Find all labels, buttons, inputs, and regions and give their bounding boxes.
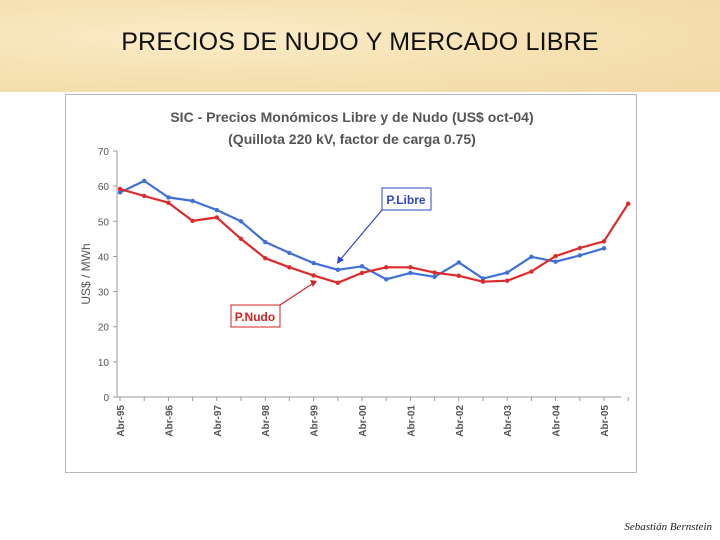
- title-band: [0, 0, 720, 92]
- data-point-plibre: [553, 259, 558, 264]
- x-tick-label: Abr-96: [164, 405, 175, 437]
- data-point-plibre: [432, 274, 437, 280]
- data-point-plibre: [577, 253, 582, 258]
- series-line-pnudo: [119, 187, 630, 284]
- data-point-plibre: [190, 198, 195, 204]
- x-tick-label: Abr-02: [455, 405, 466, 437]
- data-point-plibre: [408, 270, 413, 276]
- data-point-pnudo: [505, 278, 510, 283]
- x-tick-label: Abr-97: [213, 405, 224, 437]
- data-point-pnudo: [432, 270, 437, 275]
- p-libre-callout-label: P.Libre: [386, 193, 425, 207]
- data-point-pnudo: [553, 253, 558, 259]
- data-point-plibre: [287, 250, 292, 256]
- x-tick-label: Abr-03: [503, 405, 514, 437]
- y-tick-label: 70: [98, 147, 110, 158]
- p-nudo-arrow: [279, 283, 313, 306]
- y-tick-label: 10: [98, 358, 110, 369]
- p-libre-arrow: [339, 209, 383, 261]
- y-tick-label: 30: [98, 288, 110, 299]
- data-point-plibre: [529, 254, 534, 259]
- x-tick-label: Abr-01: [406, 405, 417, 437]
- data-point-pnudo: [263, 255, 268, 261]
- data-point-plibre: [601, 246, 607, 251]
- data-point-pnudo: [626, 201, 631, 206]
- data-point-plibre: [214, 207, 219, 213]
- data-point-plibre: [263, 239, 268, 245]
- data-point-pnudo: [117, 186, 123, 192]
- data-point-pnudo: [384, 265, 389, 270]
- y-tick-label: 40: [98, 252, 110, 263]
- x-tick-label: Abr-95: [116, 405, 127, 437]
- data-point-pnudo: [601, 239, 607, 244]
- y-tick-label: 0: [103, 393, 109, 404]
- data-point-pnudo: [190, 218, 195, 224]
- data-point-pnudo: [577, 245, 582, 251]
- chart-frame: SIC - Precios Monómicos Libre y de Nudo …: [65, 94, 637, 473]
- data-point-pnudo: [214, 215, 219, 220]
- data-point-plibre: [480, 276, 486, 281]
- data-point-pnudo: [408, 265, 413, 270]
- price-chart: SIC - Precios Monómicos Libre y de Nudo …: [79, 109, 631, 437]
- data-point-plibre: [335, 267, 340, 272]
- x-tick-label: Abr-00: [358, 405, 369, 437]
- data-point-pnudo: [456, 273, 461, 278]
- y-tick-label: 60: [98, 182, 110, 193]
- p-nudo-callout-box: [230, 304, 281, 328]
- x-tick-label: Abr-05: [600, 405, 611, 437]
- x-tick-label: Abr-98: [261, 405, 272, 437]
- x-tick-label: Abr-04: [552, 405, 563, 437]
- p-nudo-callout-label: P.Nudo: [235, 310, 275, 324]
- data-point-pnudo: [359, 270, 365, 276]
- x-tick-label: Abr-99: [310, 405, 321, 437]
- data-point-pnudo: [238, 236, 244, 242]
- data-point-pnudo: [529, 269, 534, 274]
- y-tick-label: 50: [98, 217, 110, 228]
- data-point-plibre: [311, 260, 316, 266]
- data-point-pnudo: [287, 265, 292, 270]
- y-axis-label: US$ / MWh: [79, 243, 93, 304]
- data-point-plibre: [142, 178, 147, 184]
- data-point-plibre: [384, 277, 389, 282]
- chart-title: SIC - Precios Monómicos Libre y de Nudo …: [170, 109, 533, 125]
- slide-title: PRECIOS DE NUDO Y MERCADO LIBRE: [121, 28, 599, 56]
- data-point-plibre: [359, 264, 365, 269]
- data-point-pnudo: [480, 279, 486, 284]
- author-credit: Sebastián Bernstein: [624, 521, 712, 533]
- p-nudo-arrowhead: [310, 280, 317, 287]
- data-point-pnudo: [335, 280, 340, 285]
- data-point-pnudo: [311, 273, 316, 278]
- data-point-plibre: [505, 270, 510, 275]
- chart-subtitle: (Quillota 220 kV, factor de carga 0.75): [228, 131, 476, 147]
- p-libre-arrowhead: [337, 256, 344, 264]
- data-point-plibre: [238, 219, 244, 224]
- data-point-pnudo: [142, 193, 147, 199]
- data-point-pnudo: [166, 200, 171, 205]
- data-point-plibre: [456, 260, 461, 265]
- p-libre-callout-box: [381, 187, 432, 211]
- data-point-plibre: [117, 190, 123, 195]
- y-tick-label: 20: [98, 323, 110, 334]
- data-point-plibre: [166, 195, 171, 200]
